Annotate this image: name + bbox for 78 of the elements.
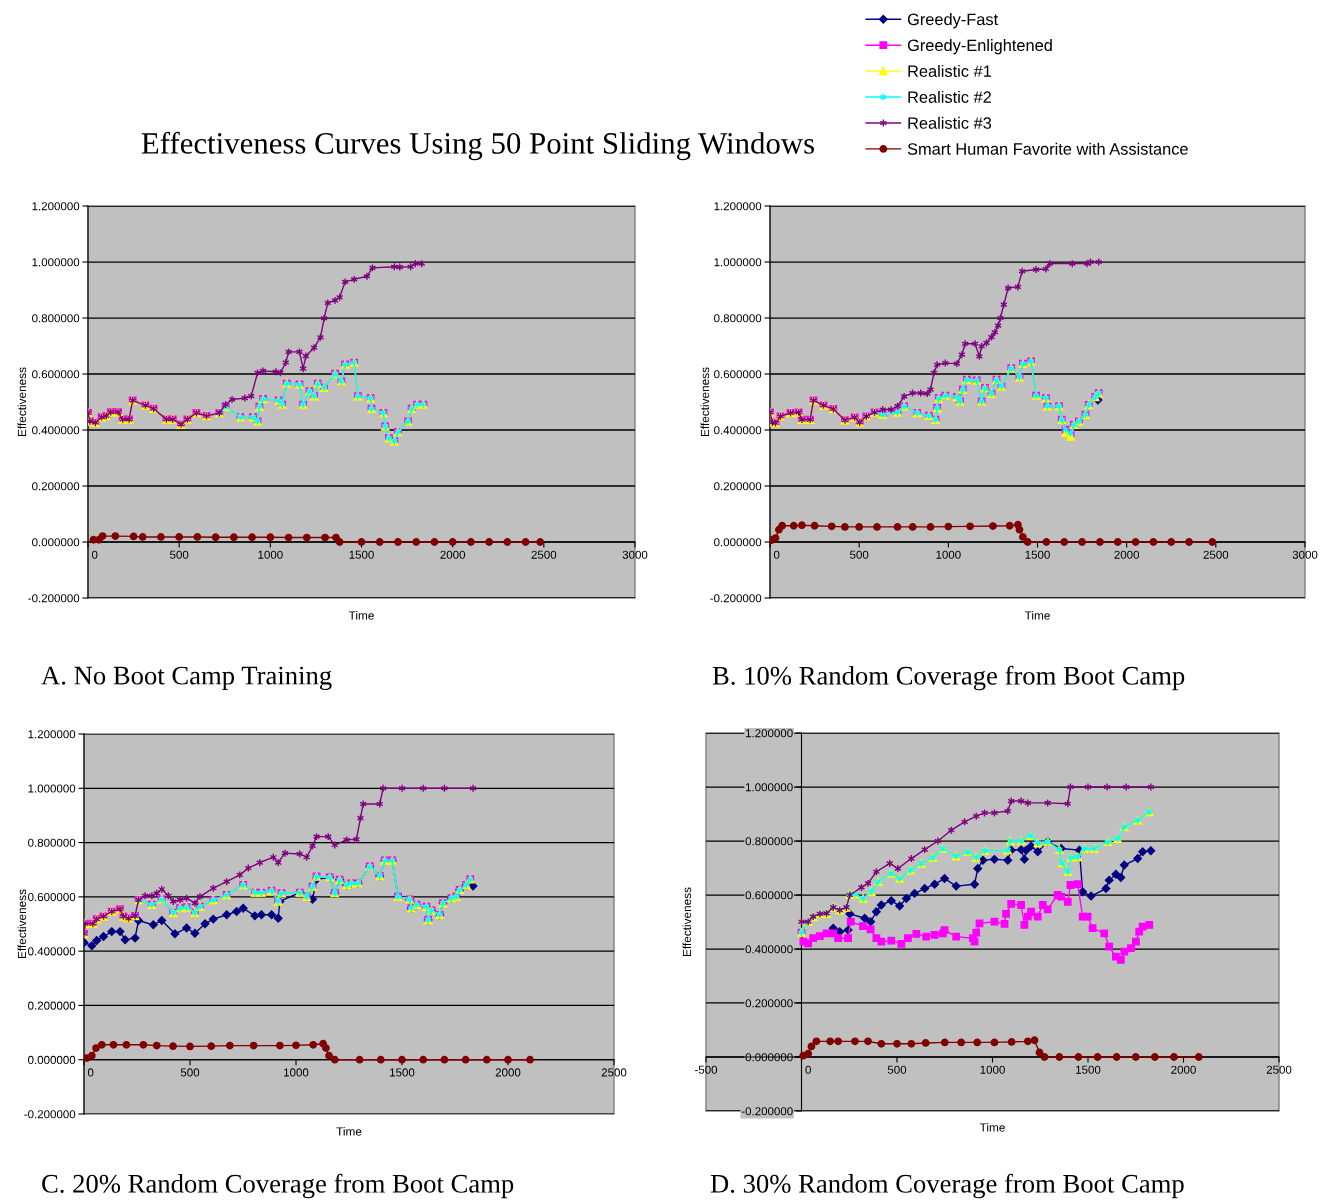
y-tick-label: 0.400000 [28, 947, 76, 956]
y-tick-label: 1.000000 [745, 783, 793, 792]
y-tick-label: 0.200000 [745, 999, 793, 1008]
y-tick-label: 0.400000 [714, 426, 762, 435]
x-tick-label: 2500 [1266, 1065, 1292, 1074]
legend-label: Realistic #1 [908, 64, 991, 78]
x-axis-title: Time [1024, 611, 1050, 620]
y-tick-label: 0.000000 [714, 538, 762, 547]
y-tick-label: 0.200000 [28, 1001, 76, 1010]
x-tick-label: 2000 [495, 1068, 521, 1077]
y-tick-label: 0.600000 [745, 891, 793, 900]
x-tick-label: 0 [773, 550, 780, 559]
x-tick-label: 0 [91, 550, 98, 559]
x-tick-label: 0 [805, 1065, 811, 1074]
x-axis-title: Time [979, 1123, 1005, 1132]
y-tick-label: 0.800000 [745, 837, 793, 846]
x-tick-label: 2000 [440, 550, 466, 559]
x-tick-label: 1500 [390, 1068, 415, 1077]
y-axis-title: Effectiveness [17, 367, 27, 437]
y-tick-label: 0.600000 [714, 370, 762, 379]
y-tick-label: 1.200000 [745, 729, 793, 738]
x-tick-label: 2500 [601, 1068, 627, 1077]
text: C. 20% Random Coverage from Boot Camp [42, 1173, 514, 1199]
legend-label: Greedy-Fast [907, 13, 999, 29]
legend-label: Greedy-Enlightened [907, 39, 1052, 55]
y-tick-label: 0.400000 [745, 945, 793, 954]
y-tick-label: -0.200000 [710, 594, 762, 603]
legend-label: Smart Human Favorite with Assistance [907, 142, 1188, 155]
x-tick-label: 3000 [1292, 550, 1318, 559]
text: D. 30% Random Coverage from Boot Camp [710, 1173, 1184, 1199]
x-tick-label: 1500 [349, 550, 374, 559]
x-tick-label: 0 [87, 1068, 94, 1077]
y-tick-label: 0.800000 [28, 838, 76, 847]
y-tick-label: 0.600000 [28, 892, 76, 902]
y-axis-title: Effectiveness [682, 887, 692, 957]
text: B. 10% Random Coverage from Boot Camp [712, 665, 1185, 691]
x-tick-label: 1000 [258, 550, 283, 559]
x-tick-label: 500 [887, 1065, 907, 1074]
y-tick-label: 0.400000 [32, 426, 80, 435]
y-tick-label: 0.800000 [32, 314, 80, 323]
x-tick-label: 3000 [622, 550, 648, 559]
y-tick-label: 1.000000 [28, 784, 76, 793]
y-axis-title: Effectiveness [17, 889, 27, 959]
x-tick-label: 1500 [1025, 550, 1050, 559]
y-tick-label: -0.200000 [24, 1110, 76, 1119]
x-tick-label: 500 [850, 550, 869, 559]
x-tick-label: 2000 [1171, 1065, 1196, 1074]
x-tick-label: -500 [694, 1065, 718, 1074]
y-tick-label: 0.200000 [714, 482, 762, 491]
x-tick-label: 2500 [1203, 550, 1229, 559]
x-tick-label: 1500 [1076, 1065, 1101, 1074]
x-tick-label: 2000 [1114, 550, 1140, 559]
x-axis-title: Time [336, 1127, 362, 1136]
y-tick-label: 0.000000 [28, 1055, 76, 1064]
y-axis-title: Effectiveness [700, 367, 710, 437]
y-tick-label: -0.200000 [28, 594, 80, 603]
chart-title: Effectiveness Curves Using 50 Point Sliding Windows [141, 131, 815, 161]
x-tick-label: 1000 [936, 550, 961, 559]
x-tick-label: 500 [180, 1068, 200, 1077]
y-tick-label: 0.600000 [32, 370, 80, 379]
x-tick-label: 500 [170, 550, 189, 559]
y-tick-label: 1.000000 [32, 258, 80, 267]
y-tick-label: 1.000000 [714, 258, 762, 267]
y-tick-label: 1.200000 [28, 730, 76, 739]
y-tick-label: 0.000000 [745, 1053, 793, 1062]
y-tick-label: 0.200000 [32, 482, 80, 491]
x-tick-label: 2500 [531, 550, 557, 559]
text: A. No Boot Camp Training [41, 666, 332, 691]
y-tick-label: 1.200000 [714, 202, 762, 211]
x-axis-title: Time [348, 611, 374, 620]
x-tick-label: 1000 [284, 1068, 309, 1077]
y-tick-label: 0.800000 [714, 314, 762, 323]
x-tick-label: 1000 [980, 1065, 1005, 1074]
legend-label: Realistic #3 [908, 116, 992, 129]
y-tick-label: 0.000000 [32, 538, 80, 547]
legend-label: Realistic #2 [908, 90, 991, 103]
y-tick-label: 1.200000 [32, 202, 80, 211]
y-tick-label: -0.200000 [741, 1107, 793, 1116]
